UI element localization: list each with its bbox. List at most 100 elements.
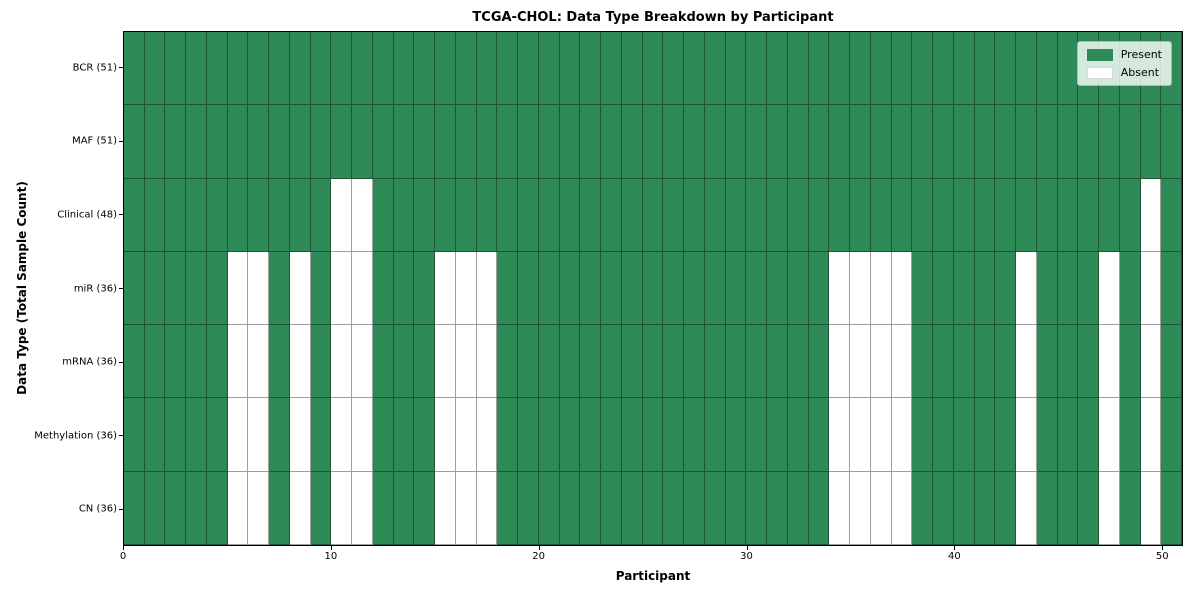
cell-miR-7 [269,251,290,326]
cell-Methylation-24 [621,398,643,472]
cell-BCR-38 [912,32,934,106]
legend-label-present: Present [1120,48,1162,61]
cell-Methylation-32 [787,398,809,472]
legend-swatch-absent-icon [1086,66,1113,79]
cell-BCR-13 [393,32,415,106]
cell-miR-33 [808,251,830,326]
y-tick-label-MAF: MAF (51) [72,135,117,147]
cell-BCR-19 [518,32,539,106]
cell-CN-41 [974,471,996,545]
x-tick-row: 0 10 20 30 40 50 [0,546,1200,566]
cell-miR-22 [580,251,602,326]
cell-mRNA-34 [829,325,851,399]
cell-BCR-36 [870,32,892,106]
cell-Methylation-20 [538,398,560,472]
cell-miR-46 [1078,251,1100,326]
cell-mRNA-17 [476,325,498,399]
cell-MAF-16 [455,105,477,179]
cell-Clinical-37 [891,178,913,252]
cell-Clinical-23 [601,178,622,252]
cell-CN-22 [580,471,602,545]
cell-Methylation-8 [289,398,311,472]
cell-MAF-45 [1057,105,1079,179]
cell-BCR-24 [621,32,643,106]
cell-Methylation-48 [1119,398,1141,472]
cell-Methylation-46 [1078,398,1100,472]
cell-Methylation-39 [933,398,954,472]
cell-mRNA-27 [684,325,705,399]
cell-Methylation-14 [414,398,436,472]
cell-miR-25 [642,251,664,326]
cell-miR-49 [1140,251,1162,326]
cell-mRNA-4 [206,325,228,399]
cell-miR-44 [1036,251,1058,326]
cell-CN-18 [497,471,519,545]
cell-Methylation-35 [850,398,871,472]
cell-CN-36 [870,471,892,545]
y-tick-label-Methylation: Methylation (36) [34,430,117,442]
y-tick-mark [119,67,123,69]
cell-BCR-39 [933,32,954,106]
cell-MAF-25 [642,105,664,179]
cell-miR-42 [995,251,1017,326]
cell-mRNA-21 [559,325,581,399]
cell-BCR-33 [808,32,830,106]
x-tick-mark [1162,546,1164,550]
cell-BCR-3 [186,32,207,106]
cell-Clinical-45 [1057,178,1079,252]
cell-miR-6 [248,251,270,326]
cell-miR-21 [559,251,581,326]
cell-CN-26 [663,471,685,545]
cell-CN-37 [891,471,913,545]
x-tick-label-0: 0 [119,551,127,562]
legend-swatch-present-icon [1086,48,1113,61]
cell-CN-27 [684,471,705,545]
cell-Methylation-44 [1036,398,1058,472]
cell-Clinical-31 [767,178,788,252]
y-tick-label-BCR: BCR (51) [72,62,117,74]
cell-CN-13 [393,471,415,545]
cell-CN-16 [455,471,477,545]
cell-Clinical-7 [269,178,290,252]
cell-MAF-12 [372,105,394,179]
cell-MAF-47 [1099,105,1120,179]
cell-BCR-2 [165,32,187,106]
x-tick-mark [746,546,748,550]
legend-entry-absent: Absent [1086,66,1162,79]
cell-MAF-33 [808,105,830,179]
cell-miR-39 [933,251,954,326]
cell-CN-10 [331,471,353,545]
cell-CN-8 [289,471,311,545]
cell-Methylation-18 [497,398,519,472]
x-tick-label-40: 40 [947,551,961,562]
cell-mRNA-1 [144,325,166,399]
cell-mRNA-24 [621,325,643,399]
cell-Methylation-12 [372,398,394,472]
cell-Clinical-6 [248,178,270,252]
cell-miR-34 [829,251,851,326]
cell-Methylation-1 [144,398,166,472]
cell-Methylation-6 [248,398,270,472]
cell-BCR-37 [891,32,913,106]
y-tick-label-mRNA: mRNA (36) [62,356,117,368]
cell-mRNA-41 [974,325,996,399]
cell-BCR-18 [497,32,519,106]
cell-BCR-43 [1016,32,1037,106]
cell-Methylation-17 [476,398,498,472]
cell-BCR-35 [850,32,871,106]
cell-BCR-34 [829,32,851,106]
y-tick-labels: BCR (51) MAF (51) Clinical (48) miR (36) mRN… [0,31,123,546]
cell-MAF-39 [933,105,954,179]
cell-MAF-28 [704,105,726,179]
cell-mRNA-42 [995,325,1017,399]
cell-CN-0 [124,471,145,545]
cell-miR-15 [435,251,456,326]
cell-mRNA-45 [1057,325,1079,399]
cell-Clinical-34 [829,178,851,252]
cell-mRNA-20 [538,325,560,399]
cell-BCR-42 [995,32,1017,106]
cell-BCR-21 [559,32,581,106]
cell-Methylation-47 [1099,398,1120,472]
cell-miR-35 [850,251,871,326]
